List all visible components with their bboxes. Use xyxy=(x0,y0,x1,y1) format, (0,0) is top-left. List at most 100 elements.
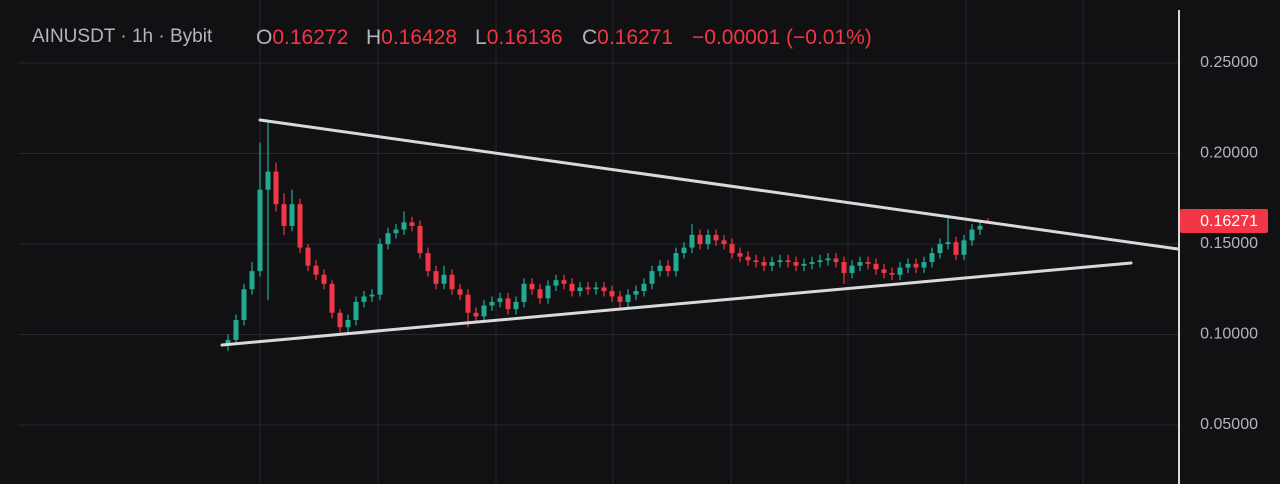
candle-body xyxy=(769,262,775,266)
y-tick-label: 0.20000 xyxy=(1200,145,1258,162)
candle-body xyxy=(257,189,263,272)
symbol: AINUSDT xyxy=(32,26,116,47)
candle-body xyxy=(897,267,903,275)
candle-body xyxy=(745,256,751,261)
candle-body xyxy=(697,234,703,244)
candle-body xyxy=(273,171,279,205)
candle-body xyxy=(505,298,511,310)
candle-body xyxy=(457,289,463,295)
candle-body xyxy=(937,243,943,254)
separator: · xyxy=(153,26,170,47)
candle-body xyxy=(401,222,407,230)
low-label: L xyxy=(475,26,487,49)
candle-body xyxy=(881,269,887,273)
candle-body xyxy=(825,258,831,261)
candle-body xyxy=(361,296,367,302)
candle-body xyxy=(425,253,431,272)
candle-body xyxy=(265,171,271,190)
candle-body xyxy=(905,263,911,268)
candle-body xyxy=(393,229,399,234)
open-value: 0.16272 xyxy=(272,26,348,49)
y-tick-label: 0.05000 xyxy=(1200,416,1258,433)
candle-body xyxy=(521,283,527,302)
candle-body xyxy=(849,265,855,273)
candle-body xyxy=(321,274,327,284)
candle-body xyxy=(785,260,791,263)
candle-body xyxy=(489,301,495,306)
candle-body xyxy=(841,262,847,273)
candle-body xyxy=(329,283,335,313)
candle-body xyxy=(713,234,719,241)
candle-body xyxy=(385,233,391,244)
trend-line-lower xyxy=(220,261,1133,347)
candle-body xyxy=(953,242,959,255)
last-price-tag: 0.16271 xyxy=(1180,208,1268,233)
candle-body xyxy=(689,234,695,248)
candle-body xyxy=(417,225,423,254)
candle-body xyxy=(289,204,295,226)
header: AINUSDT · 1h · Bybit xyxy=(32,26,213,47)
ohlc: O0.16272 H0.16428 L0.16136 C0.16271 −0.0… xyxy=(256,26,872,49)
candle-body xyxy=(681,247,687,254)
candle-body xyxy=(625,294,631,302)
change: −0.00001 (−0.01%) xyxy=(692,26,872,49)
candle-body xyxy=(793,262,799,266)
y-tick-label: 0.25000 xyxy=(1200,54,1258,71)
candle-body xyxy=(481,305,487,317)
candle-body xyxy=(473,312,479,317)
candle-body xyxy=(577,287,583,292)
candle-body xyxy=(889,272,895,275)
candle-body xyxy=(441,274,447,284)
candle-body xyxy=(761,262,767,266)
close-label: C xyxy=(582,26,597,49)
candle-body xyxy=(537,289,543,299)
candle-body xyxy=(297,204,303,248)
candle-body xyxy=(641,283,647,292)
candle-body xyxy=(601,287,607,292)
candle-body xyxy=(529,283,535,290)
candle-body xyxy=(337,312,343,328)
low-value: 0.16136 xyxy=(487,26,563,49)
candle-body xyxy=(433,271,439,284)
candle-body xyxy=(945,242,951,244)
candle-body xyxy=(313,265,319,275)
price-axis: 0.05000 0.10000 0.15000 0.20000 0.25000 xyxy=(1200,54,1258,433)
candle-body xyxy=(673,253,679,272)
candle-body xyxy=(377,243,383,295)
y-tick-label: 0.10000 xyxy=(1200,326,1258,343)
candle-body xyxy=(369,294,375,297)
candle-body xyxy=(233,320,239,340)
candle-body xyxy=(737,253,743,257)
high-label: H xyxy=(366,26,381,49)
candle-body xyxy=(353,301,359,321)
candle-body xyxy=(865,262,871,264)
high-value: 0.16428 xyxy=(381,26,457,49)
candle-body xyxy=(873,263,879,270)
candle-body xyxy=(921,262,927,268)
candle-body xyxy=(777,260,783,263)
candle-body xyxy=(649,271,655,284)
interval: 1h xyxy=(132,26,153,47)
close-value: 0.16271 xyxy=(597,26,673,49)
candle-body xyxy=(721,240,727,244)
candle-body xyxy=(729,243,735,254)
candle-body xyxy=(833,258,839,263)
open-label: O xyxy=(256,26,272,49)
last-price-label: 0.16271 xyxy=(1200,213,1258,230)
vertical-grid xyxy=(259,0,1084,484)
candle-body xyxy=(497,298,503,302)
candle-body xyxy=(561,280,567,284)
candle-body xyxy=(585,287,591,290)
candle-body xyxy=(857,262,863,266)
candles xyxy=(225,122,991,351)
candle-body xyxy=(409,222,415,226)
candle-body xyxy=(345,320,351,328)
trend-line-upper xyxy=(258,118,1180,251)
candle-body xyxy=(553,280,559,286)
candle-body xyxy=(929,253,935,263)
y-tick-label: 0.15000 xyxy=(1200,235,1258,252)
candle-body xyxy=(961,240,967,255)
candle-body xyxy=(609,291,615,297)
candle-body xyxy=(569,283,575,292)
